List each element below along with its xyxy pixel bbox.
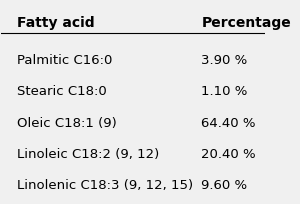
Text: 9.60 %: 9.60 %	[202, 178, 248, 191]
Text: Palmitic C16:0: Palmitic C16:0	[17, 54, 112, 67]
Text: Fatty acid: Fatty acid	[17, 16, 95, 29]
Text: Stearic C18:0: Stearic C18:0	[17, 85, 107, 98]
Text: 20.40 %: 20.40 %	[202, 147, 256, 160]
Text: Oleic C18:1 (9): Oleic C18:1 (9)	[17, 116, 117, 129]
Text: 3.90 %: 3.90 %	[202, 54, 248, 67]
Text: Linoleic C18:2 (9, 12): Linoleic C18:2 (9, 12)	[17, 147, 159, 160]
Text: Percentage: Percentage	[202, 16, 291, 29]
Text: Linolenic C18:3 (9, 12, 15): Linolenic C18:3 (9, 12, 15)	[17, 178, 193, 191]
Text: 1.10 %: 1.10 %	[202, 85, 248, 98]
Text: 64.40 %: 64.40 %	[202, 116, 256, 129]
